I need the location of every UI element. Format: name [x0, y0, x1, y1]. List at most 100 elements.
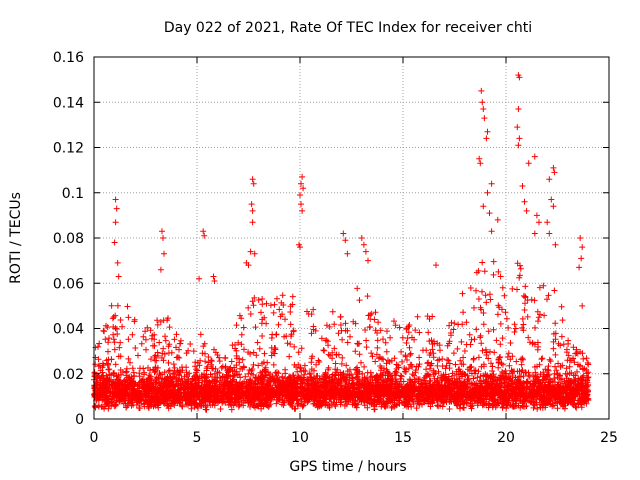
data-point-4594	[254, 402, 260, 409]
data-point-1790	[420, 347, 426, 354]
data-point-2134	[318, 335, 325, 342]
data-point-3220	[203, 375, 209, 382]
data-point-4844	[459, 290, 466, 297]
data-point-4031	[142, 336, 149, 343]
data-point-4124	[237, 374, 244, 381]
data-point-4850	[92, 403, 99, 410]
data-point-3810	[260, 359, 267, 366]
data-point-1237	[458, 338, 465, 345]
data-point-4928	[566, 382, 573, 389]
data-point-4521	[377, 327, 384, 334]
data-point-4441	[551, 375, 558, 382]
data-point-3190	[499, 368, 506, 375]
data-point-735	[284, 340, 291, 347]
data-point-3291	[361, 363, 368, 370]
data-point-4861	[530, 388, 537, 395]
data-point-3262	[277, 313, 284, 320]
data-point-1032	[512, 325, 519, 332]
data-point-3626	[287, 341, 294, 348]
data-point-4578	[208, 361, 214, 368]
data-point-4416	[105, 405, 112, 412]
data-point-2323	[571, 359, 578, 366]
data-point-963	[364, 404, 371, 411]
data-point-1688	[255, 362, 262, 369]
data-point-559	[363, 337, 370, 344]
data-point-4624	[332, 383, 339, 390]
data-point-3820	[394, 401, 400, 408]
data-point-4530	[327, 352, 334, 359]
data-point-4766	[229, 378, 236, 385]
data-point-4491	[500, 383, 507, 390]
data-point-4757	[99, 369, 106, 376]
data-point-1871	[434, 357, 441, 364]
data-point-4654	[96, 362, 103, 369]
data-point-4545	[336, 391, 342, 398]
data-point-3928	[159, 371, 166, 378]
data-point-1491	[127, 359, 133, 366]
data-point-4058	[117, 353, 124, 360]
data-points	[91, 72, 592, 413]
data-point-4648	[451, 388, 457, 395]
data-point-3338	[517, 373, 524, 380]
data-point-4643	[400, 386, 407, 393]
data-point-3807	[557, 363, 564, 370]
data-point-3846	[151, 401, 158, 408]
data-point-2884	[568, 369, 575, 376]
data-point-4324	[267, 401, 274, 408]
data-point-4613	[165, 359, 172, 366]
data-point-4949	[140, 381, 147, 388]
data-point-4916	[399, 383, 405, 390]
data-point-4437	[264, 402, 271, 409]
data-point-922	[520, 292, 527, 299]
data-point-4604	[499, 404, 506, 410]
data-point-2795	[110, 336, 117, 343]
data-point-275	[460, 354, 467, 361]
data-point-808	[273, 400, 280, 407]
data-point-3544	[236, 312, 243, 319]
data-point-3571	[573, 404, 580, 411]
data-point-2237	[535, 318, 541, 325]
data-point-4391	[106, 371, 113, 378]
data-point-4705	[574, 397, 581, 404]
data-point-4919	[228, 398, 235, 405]
data-point-4580	[158, 354, 165, 361]
data-point-3638	[426, 316, 433, 322]
data-point-3832	[114, 376, 121, 383]
data-point-4968	[514, 380, 521, 387]
data-point-4680	[143, 392, 150, 399]
data-point-4236	[504, 353, 511, 360]
data-point-3418	[476, 377, 483, 384]
data-point-3364	[558, 333, 565, 340]
data-point-4059	[151, 331, 158, 338]
data-point-4739	[519, 315, 526, 322]
data-point-4541	[468, 370, 475, 377]
data-point-3280	[482, 373, 489, 380]
data-point-4616	[551, 388, 558, 395]
data-point-4597	[393, 384, 400, 391]
data-point-1714	[119, 323, 126, 330]
data-point-4903	[116, 381, 123, 388]
data-point-1393	[553, 367, 560, 374]
data-point-2381	[381, 365, 387, 372]
data-point-3574	[270, 377, 277, 384]
data-point-4676	[456, 392, 463, 399]
data-point-2350	[256, 345, 263, 352]
data-point-3838	[560, 341, 567, 348]
data-point-2662	[532, 324, 538, 331]
data-point-2720	[355, 371, 362, 378]
data-point-1617	[123, 368, 130, 375]
data-point-4641	[161, 379, 168, 386]
data-point-3575	[467, 341, 474, 348]
data-point-3660	[233, 322, 240, 329]
data-point-4879	[366, 382, 373, 388]
data-point-4440	[246, 386, 253, 393]
data-point-4819	[199, 350, 206, 357]
data-point-4964	[122, 390, 129, 397]
data-point-3288	[322, 402, 329, 408]
data-point-4138	[272, 389, 279, 396]
data-point-3722	[585, 381, 592, 388]
data-point-4893	[335, 380, 342, 387]
data-point-2466	[483, 352, 490, 358]
data-point-4831	[538, 356, 545, 363]
